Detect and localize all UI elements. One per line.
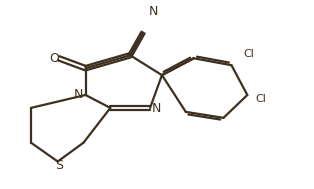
Text: N: N (74, 88, 83, 101)
Text: Cl: Cl (255, 94, 266, 104)
Text: O: O (49, 52, 59, 65)
Text: N: N (148, 5, 158, 18)
Text: N: N (151, 102, 161, 115)
Text: Cl: Cl (243, 49, 254, 59)
Text: S: S (55, 159, 63, 172)
